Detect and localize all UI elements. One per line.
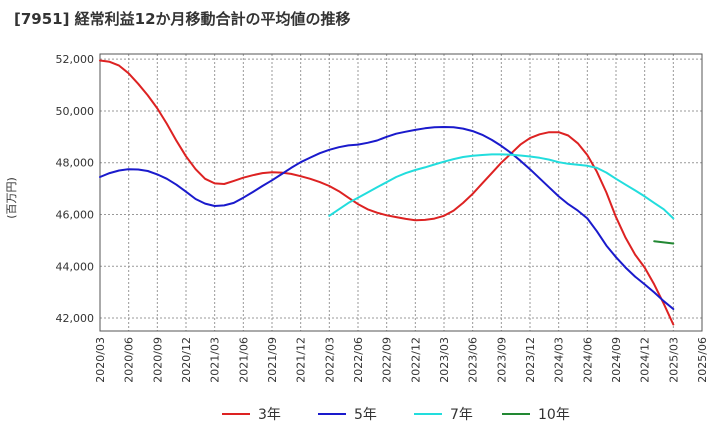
x-tick-label: 2020/09 [151, 337, 164, 383]
x-tick-label: 2021/06 [237, 337, 250, 383]
x-tick-label: 2024/03 [553, 337, 566, 383]
y-axis-label: (百万円) [5, 177, 18, 219]
x-axis-ticks: 2020/03 2020/06 2020/09 2020/12 2021/03 2021/… [94, 337, 709, 383]
series-line-0 [99, 59, 675, 326]
legend-label-0: 3年 [258, 407, 281, 423]
series-line-2 [328, 153, 675, 220]
x-tick-label: 2024/06 [581, 337, 594, 383]
legend: 3年 5年 7年 10年 [222, 407, 570, 423]
plot-frame [99, 53, 703, 332]
x-tick-label: 2025/03 [667, 337, 680, 383]
x-tick-label: 2023/12 [524, 337, 537, 383]
x-tick-label: 2022/06 [352, 337, 365, 383]
series-line-1 [99, 126, 675, 310]
grid [99, 54, 703, 331]
x-tick-label: 2020/03 [94, 337, 107, 383]
chart-title: [7951] 経常利益12か月移動合計の平均値の推移 [14, 10, 351, 28]
y-tick-label: 48,000 [56, 157, 95, 170]
y-tick-label: 44,000 [56, 260, 95, 273]
x-tick-label: 2024/12 [639, 337, 652, 383]
x-tick-label: 2020/06 [123, 337, 136, 383]
series-line-3 [653, 240, 675, 245]
x-tick-label: 2022/12 [409, 337, 422, 383]
x-tick-label: 2021/03 [209, 337, 222, 383]
y-axis-ticks: 42,000 44,000 46,000 48,000 50,000 52,000 [56, 53, 95, 325]
x-tick-label: 2023/06 [467, 337, 480, 383]
x-tick-label: 2023/03 [438, 337, 451, 383]
x-tick-label: 2021/12 [295, 337, 308, 383]
y-tick-label: 42,000 [56, 312, 95, 325]
legend-label-1: 5年 [354, 407, 377, 423]
legend-label-2: 7年 [450, 407, 473, 423]
series-layer [99, 59, 675, 326]
legend-label-3: 10年 [538, 407, 570, 423]
y-tick-label: 52,000 [56, 53, 95, 66]
x-tick-label: 2022/09 [381, 337, 394, 383]
y-tick-label: 46,000 [56, 209, 95, 222]
x-tick-label: 2021/09 [266, 337, 279, 383]
x-tick-label: 2024/09 [610, 337, 623, 383]
x-tick-label: 2022/03 [323, 337, 336, 383]
x-tick-label: 2020/12 [180, 337, 193, 383]
y-tick-label: 50,000 [56, 105, 95, 118]
x-tick-label: 2025/06 [696, 337, 709, 383]
x-tick-label: 2023/09 [495, 337, 508, 383]
